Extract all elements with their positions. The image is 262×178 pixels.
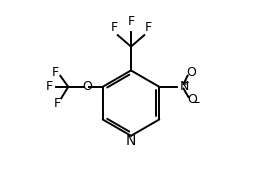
Text: F: F bbox=[145, 21, 152, 34]
Text: O: O bbox=[82, 80, 92, 93]
Text: F: F bbox=[52, 66, 59, 79]
Text: F: F bbox=[54, 97, 61, 110]
Text: −: − bbox=[192, 98, 200, 107]
Text: O: O bbox=[186, 66, 196, 79]
Text: +: + bbox=[182, 78, 189, 87]
Text: F: F bbox=[111, 21, 118, 34]
Text: F: F bbox=[46, 80, 53, 93]
Text: N: N bbox=[126, 134, 136, 148]
Text: N: N bbox=[180, 80, 189, 93]
Text: F: F bbox=[127, 15, 135, 28]
Text: O: O bbox=[187, 93, 197, 106]
